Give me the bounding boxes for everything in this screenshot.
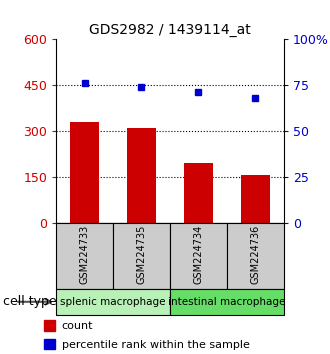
Bar	[241, 176, 270, 223]
Text: intestinal macrophage: intestinal macrophage	[168, 297, 285, 307]
Text: percentile rank within the sample: percentile rank within the sample	[62, 340, 249, 350]
Bar	[113, 223, 170, 289]
Text: GSM224735: GSM224735	[137, 225, 147, 284]
Text: GSM224733: GSM224733	[80, 225, 89, 284]
Bar	[56, 223, 113, 289]
Bar	[127, 128, 156, 223]
Text: GSM224736: GSM224736	[250, 225, 260, 284]
Bar	[56, 289, 170, 315]
Bar	[170, 223, 227, 289]
Text: cell type: cell type	[3, 295, 57, 308]
Bar	[70, 122, 99, 223]
Text: count: count	[62, 321, 93, 331]
Bar	[170, 289, 284, 315]
Bar	[184, 163, 213, 223]
Text: GSM224734: GSM224734	[193, 225, 203, 284]
Bar	[45, 339, 55, 349]
Title: GDS2982 / 1439114_at: GDS2982 / 1439114_at	[89, 23, 251, 36]
Bar	[45, 320, 55, 331]
Bar	[227, 223, 284, 289]
Text: splenic macrophage: splenic macrophage	[60, 297, 166, 307]
